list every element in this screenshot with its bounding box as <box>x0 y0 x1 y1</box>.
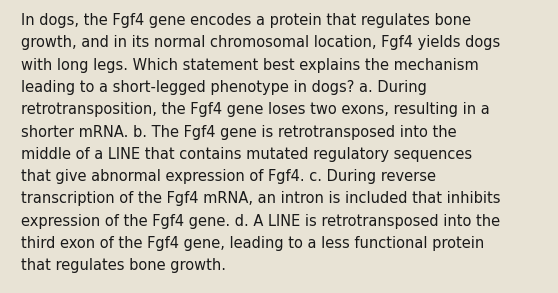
Text: retrotransposition, the Fgf4 gene loses two exons, resulting in a: retrotransposition, the Fgf4 gene loses … <box>21 102 490 117</box>
Text: middle of a LINE that contains mutated regulatory sequences: middle of a LINE that contains mutated r… <box>21 147 472 162</box>
Text: that regulates bone growth.: that regulates bone growth. <box>21 258 226 273</box>
Text: growth, and in its normal chromosomal location, Fgf4 yields dogs: growth, and in its normal chromosomal lo… <box>21 35 501 50</box>
Text: with long legs. Which statement best explains the mechanism: with long legs. Which statement best exp… <box>21 58 479 73</box>
Text: shorter mRNA. b. The Fgf4 gene is retrotransposed into the: shorter mRNA. b. The Fgf4 gene is retrot… <box>21 125 457 139</box>
Text: that give abnormal expression of Fgf4. c. During reverse: that give abnormal expression of Fgf4. c… <box>21 169 436 184</box>
Text: In dogs, the Fgf4 gene encodes a protein that regulates bone: In dogs, the Fgf4 gene encodes a protein… <box>21 13 471 28</box>
Text: leading to a short-legged phenotype in dogs? a. During: leading to a short-legged phenotype in d… <box>21 80 427 95</box>
Text: third exon of the Fgf4 gene, leading to a less functional protein: third exon of the Fgf4 gene, leading to … <box>21 236 484 251</box>
Text: transcription of the Fgf4 mRNA, an intron is included that inhibits: transcription of the Fgf4 mRNA, an intro… <box>21 191 501 206</box>
Text: expression of the Fgf4 gene. d. A LINE is retrotransposed into the: expression of the Fgf4 gene. d. A LINE i… <box>21 214 501 229</box>
